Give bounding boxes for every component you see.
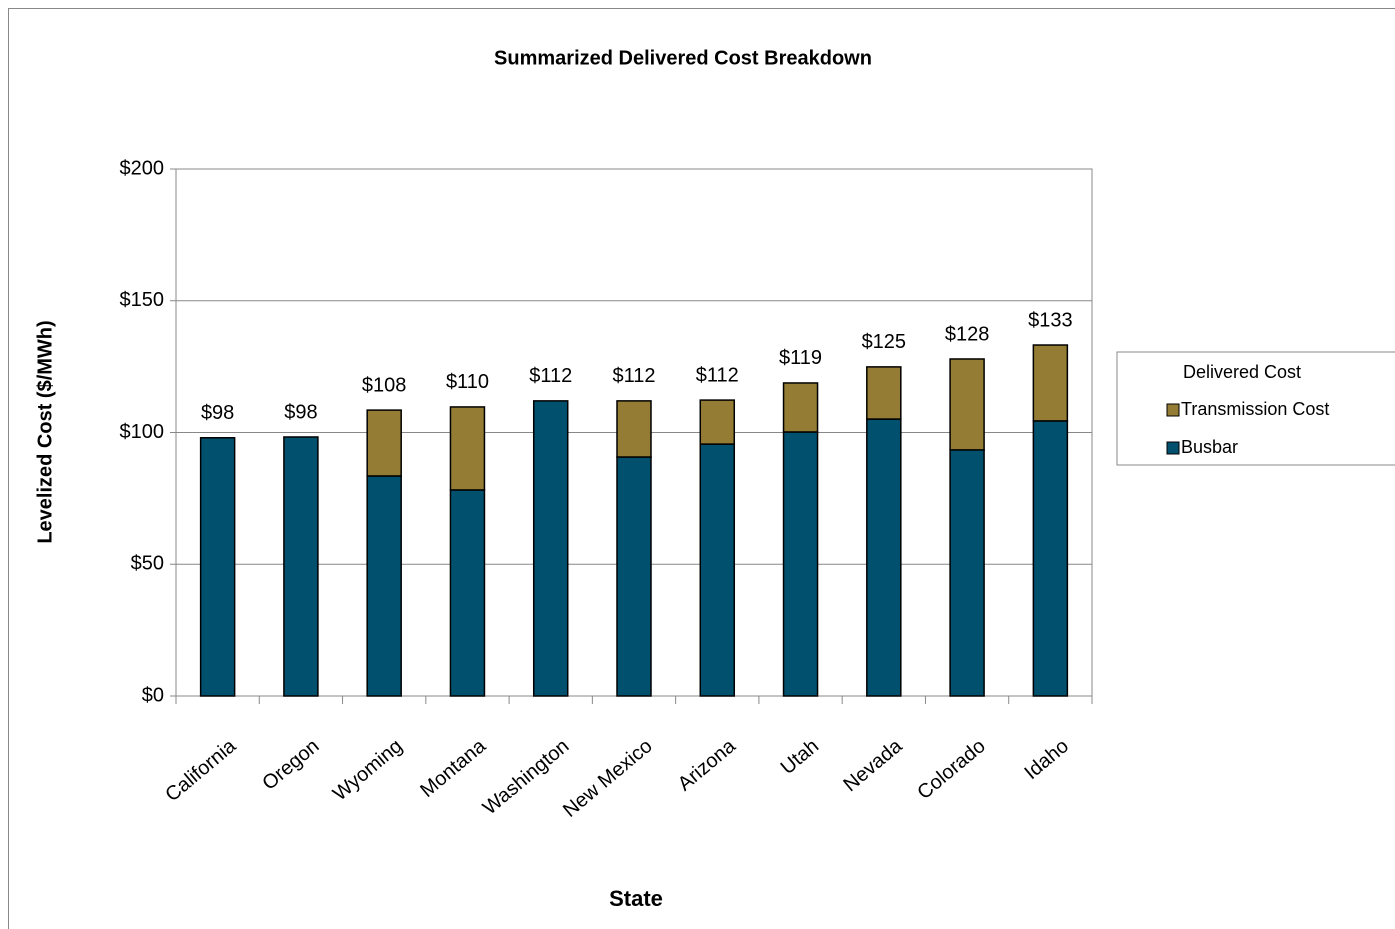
total-label: $108 — [362, 374, 407, 396]
legend-swatch — [1166, 403, 1180, 417]
legend-swatch — [1166, 441, 1180, 455]
y-axis-label: Levelized Cost ($/MWh) — [34, 320, 56, 543]
bar-segment — [699, 399, 736, 445]
bar-segment — [866, 418, 902, 697]
bar-segment — [449, 489, 486, 697]
y-tick-label: $50 — [131, 553, 164, 575]
bar-segment — [1032, 420, 1069, 697]
total-label: $112 — [529, 365, 572, 387]
total-label: $98 — [284, 401, 317, 423]
bar-segment — [616, 456, 652, 697]
bar-segment — [949, 449, 985, 697]
bar-segment — [532, 400, 569, 697]
chart-title: Summarized Delivered Cost Breakdown — [494, 47, 872, 69]
bar-segment — [366, 409, 402, 477]
bar-segment — [699, 443, 736, 697]
total-label: $119 — [779, 347, 822, 369]
y-tick-label: $200 — [120, 157, 165, 179]
total-label: $125 — [862, 331, 907, 353]
legend-title: Delivered Cost — [1183, 362, 1301, 382]
bar-segment — [199, 437, 236, 697]
bar-segment — [782, 431, 819, 697]
legend-label: Busbar — [1181, 437, 1238, 457]
bar-segment — [782, 382, 819, 433]
total-label: $112 — [612, 365, 655, 387]
total-label: $112 — [696, 364, 739, 386]
bar-segment — [283, 436, 319, 697]
total-label: $110 — [446, 371, 489, 393]
total-label: $98 — [201, 402, 234, 424]
bar-segment — [949, 358, 985, 451]
bar-segment — [449, 406, 486, 491]
total-label: $133 — [1028, 309, 1073, 331]
legend-box — [1116, 351, 1395, 466]
x-axis-label: State — [609, 886, 663, 911]
legend-label: Transmission Cost — [1181, 399, 1329, 419]
bar-segment — [366, 475, 402, 697]
bar-segment — [616, 400, 652, 458]
bar-segment — [866, 366, 902, 420]
y-tick-label: $0 — [142, 684, 164, 706]
y-tick-label: $150 — [120, 289, 165, 311]
y-tick-label: $100 — [120, 421, 165, 443]
total-label: $128 — [945, 323, 990, 345]
bar-segment — [1032, 344, 1069, 422]
